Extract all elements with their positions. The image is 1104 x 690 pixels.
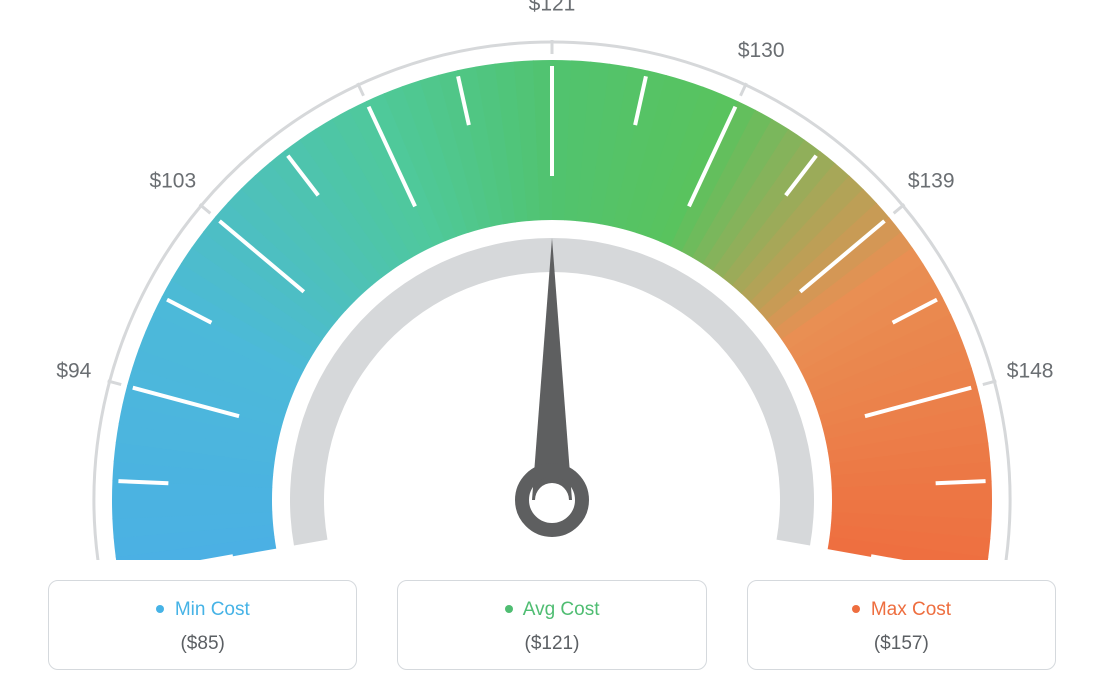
legend-card-max: Max Cost ($157) xyxy=(747,580,1056,670)
legend-label-min: Min Cost xyxy=(59,599,346,621)
legend-label-max-text: Max Cost xyxy=(871,599,951,620)
legend-label-avg-text: Avg Cost xyxy=(523,599,600,620)
svg-text:$130: $130 xyxy=(738,39,785,62)
legend-row: Min Cost ($85) Avg Cost ($121) Max Cost … xyxy=(0,580,1104,670)
dot-icon-avg xyxy=(505,605,513,613)
legend-value-min: ($85) xyxy=(59,633,346,655)
svg-text:$103: $103 xyxy=(149,169,196,192)
legend-value-avg: ($121) xyxy=(408,633,695,655)
legend-label-max: Max Cost xyxy=(758,599,1045,621)
legend-label-min-text: Min Cost xyxy=(175,599,250,620)
dot-icon-max xyxy=(852,605,860,613)
svg-text:$148: $148 xyxy=(1007,359,1054,382)
svg-text:$121: $121 xyxy=(529,0,576,16)
gauge-svg: $85$94$103$121$130$139$148$157 xyxy=(0,0,1104,560)
legend-label-avg: Avg Cost xyxy=(408,599,695,621)
svg-text:$139: $139 xyxy=(908,169,955,192)
legend-card-avg: Avg Cost ($121) xyxy=(397,580,706,670)
svg-text:$94: $94 xyxy=(56,359,91,382)
dot-icon-min xyxy=(156,605,164,613)
legend-card-min: Min Cost ($85) xyxy=(48,580,357,670)
legend-value-max: ($157) xyxy=(758,633,1045,655)
cost-gauge: $85$94$103$121$130$139$148$157 xyxy=(0,0,1104,560)
